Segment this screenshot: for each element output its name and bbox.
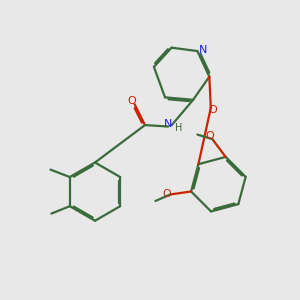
Text: O: O — [162, 190, 171, 200]
Text: H: H — [175, 123, 182, 133]
Text: O: O — [208, 105, 217, 115]
Text: N: N — [199, 45, 207, 55]
Text: O: O — [206, 130, 214, 140]
Text: O: O — [128, 96, 136, 106]
Text: N: N — [164, 118, 172, 129]
